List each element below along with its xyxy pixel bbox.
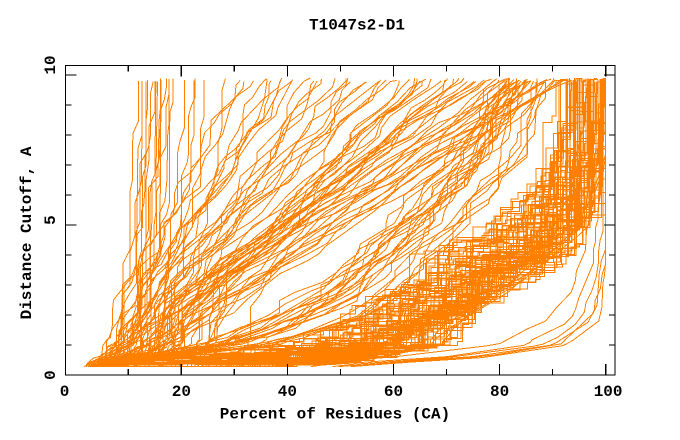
model-curve [89,79,515,368]
model-curve [332,80,607,368]
model-curve [155,81,581,368]
model-curve [99,78,349,367]
model-curve [350,80,607,368]
model-curve [102,79,507,368]
model-curve [112,78,410,368]
model-curve [157,81,590,368]
model-curve [102,80,254,367]
model-curve [111,79,528,368]
model-curve [91,81,379,368]
model-curve [96,78,511,368]
model-curves-layer [83,77,607,368]
y-tick-label: 10 [42,55,60,74]
model-curve [121,78,538,368]
axes-layer [64,64,616,376]
model-curve [97,80,292,367]
model-curve [94,81,546,368]
y-tick-label: 5 [42,215,60,225]
model-curve [110,80,400,368]
model-curve [91,78,196,368]
model-curve [116,78,460,368]
x-tick-label: 60 [384,383,403,401]
x-tick-label: 20 [172,383,191,401]
model-curve [101,80,272,368]
model-curve [94,77,283,368]
model-curve [83,79,508,368]
model-curve [237,81,606,367]
model-curve [278,78,607,368]
model-curve [262,81,604,368]
y-tick-label: 0 [42,370,60,380]
model-curve [123,78,555,368]
model-curve [310,81,607,368]
x-tick-label: 100 [594,383,623,401]
model-curve [88,79,170,367]
x-tick-label: 40 [278,383,297,401]
model-curve [232,81,599,367]
model-curve [95,80,522,368]
model-curve [97,78,347,368]
model-curve [115,80,572,368]
model-curve [109,78,507,368]
model-curve [97,78,174,367]
model-curve [276,79,602,368]
y-axis-label: Distance Cutoff, A [18,146,36,319]
x-tick-label: 0 [60,383,70,401]
model-curve [87,81,351,368]
chart-title: T1047s2-D1 [309,17,405,35]
x-axis-label: Percent of Residues (CA) [220,406,450,424]
model-curve [116,80,534,367]
model-curve [101,78,448,368]
model-curve [102,79,294,368]
model-curve [85,81,245,367]
model-curve [104,81,529,368]
model-curve [223,81,584,368]
model-curve [109,78,517,368]
model-curve [109,79,387,368]
labels-layer: T1047s2-D1 Percent of Residues (CA) Dist… [18,17,623,424]
model-curve [111,81,367,368]
model-curve [215,80,591,367]
model-curve [95,78,226,368]
x-tick-label: 80 [490,383,509,401]
model-curve [91,81,567,368]
model-curve [240,81,607,367]
model-curve [92,81,158,368]
model-curve [91,80,170,368]
model-curve [105,80,487,367]
